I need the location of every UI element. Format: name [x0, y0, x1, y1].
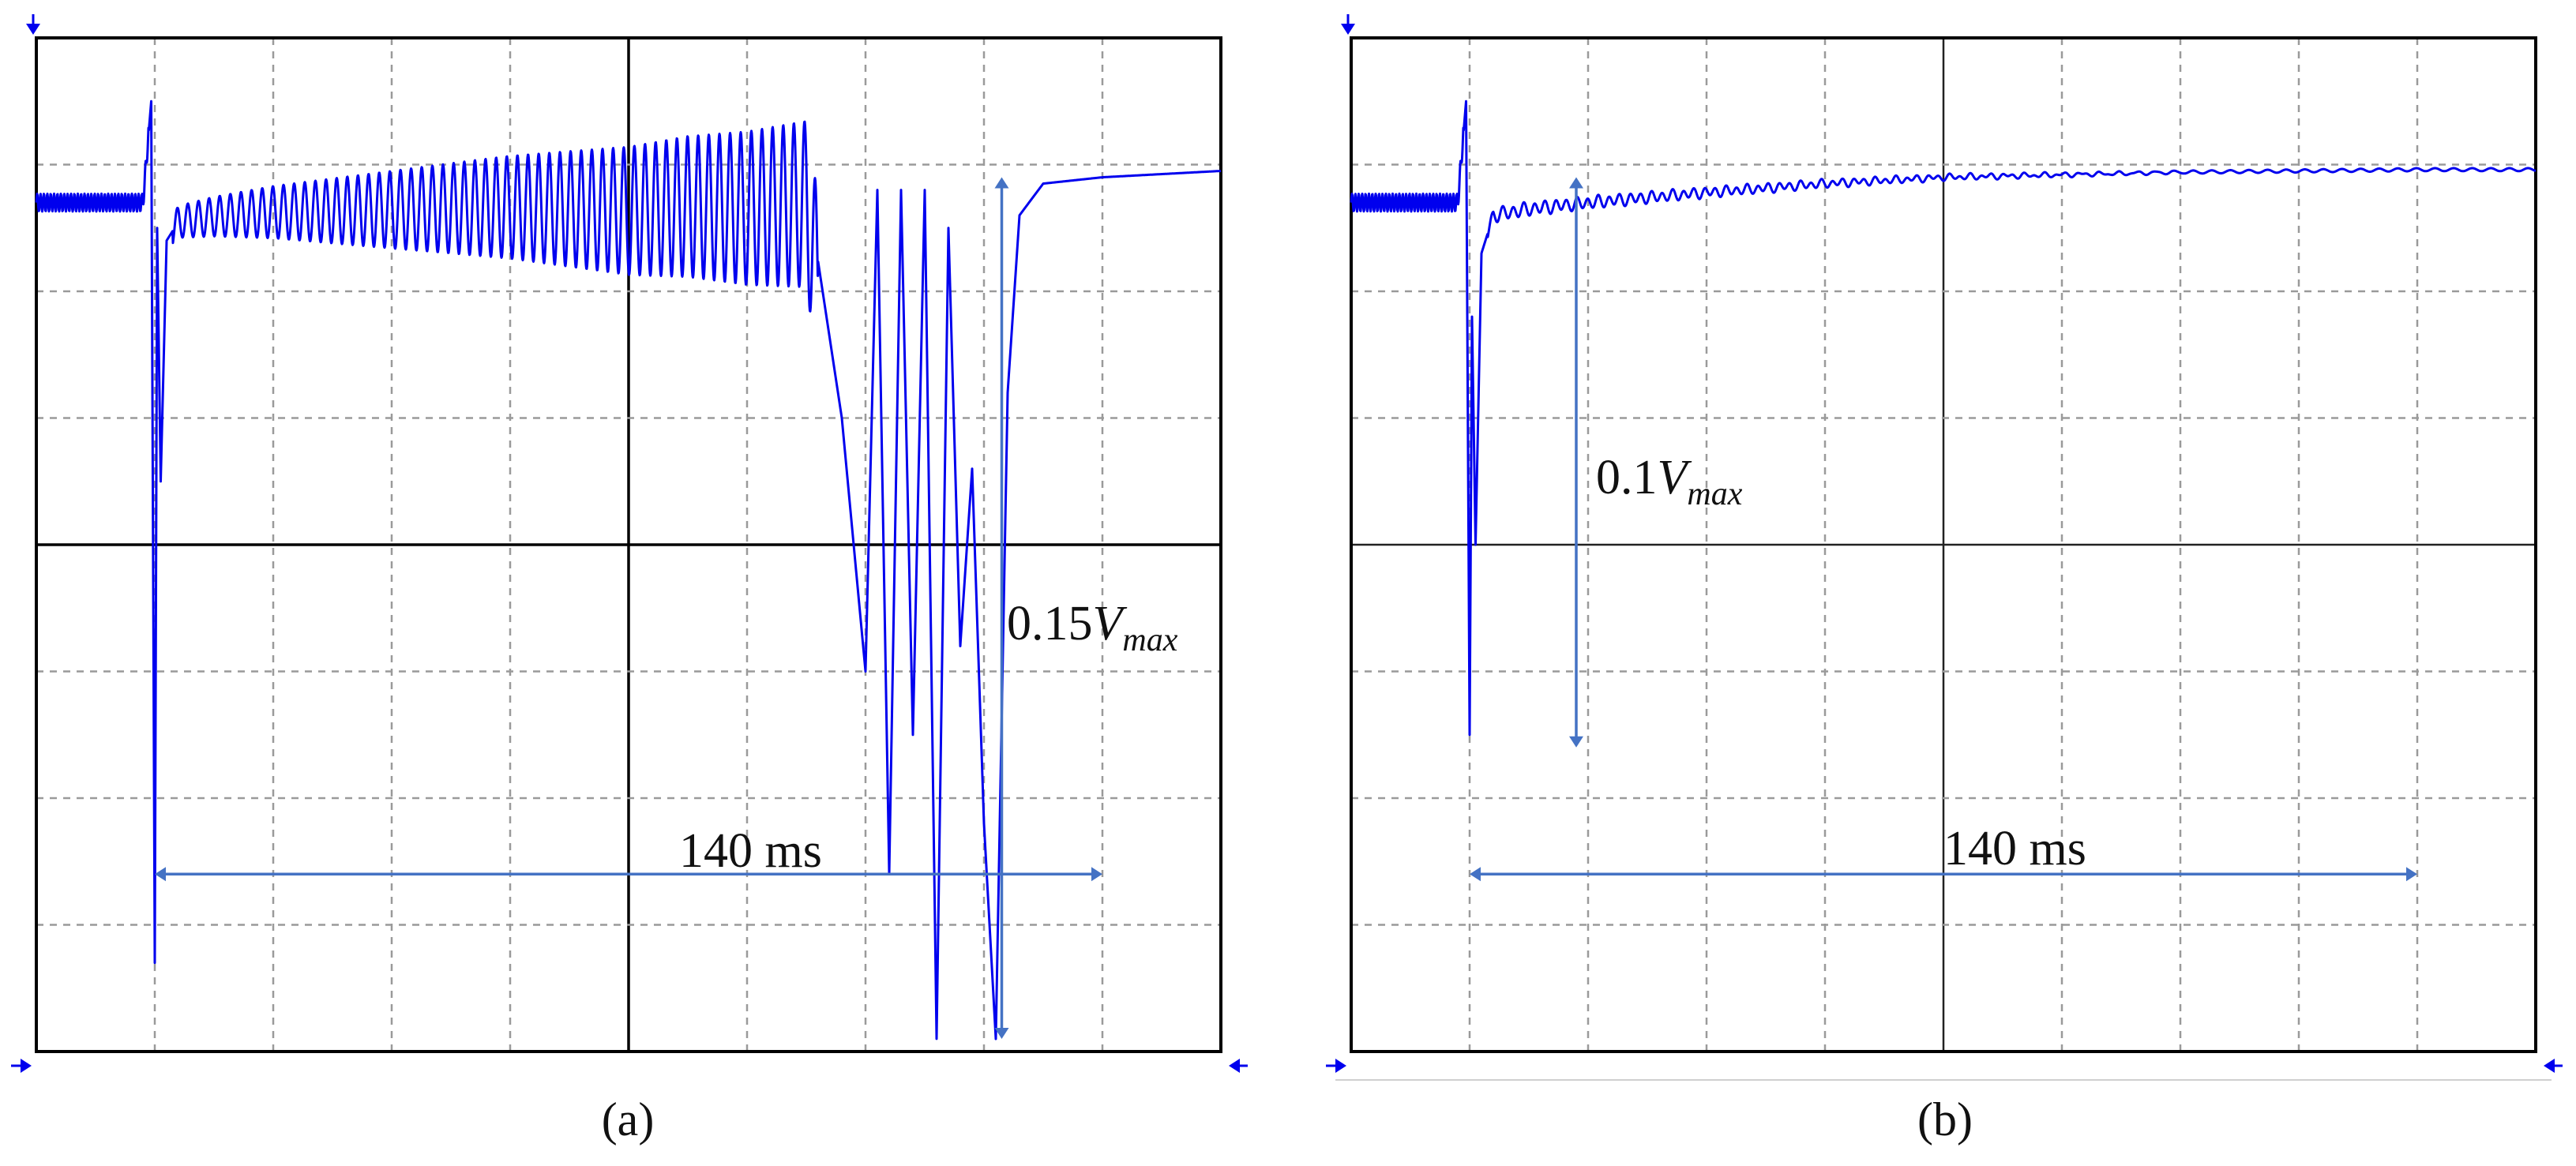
grid — [36, 38, 1221, 1052]
level-marker-icon — [2544, 1059, 2555, 1073]
amplitude-label-sub: max — [1122, 622, 1177, 658]
scope-markers — [1326, 14, 2563, 1073]
time-arrow-right-icon — [1091, 867, 1102, 882]
amplitude-dimension — [994, 177, 1009, 1039]
amplitude-label-var: V — [1658, 451, 1692, 504]
scope-panel-b: 140 ms 0.1Vmax (b) — [1288, 0, 2576, 1166]
time-arrow-left-icon — [155, 867, 166, 882]
trigger-marker-icon — [1341, 24, 1355, 35]
amplitude-label: 0.1Vmax — [1596, 451, 1743, 512]
time-dimension — [155, 867, 1102, 882]
amplitude-label-prefix: 0.15 — [1007, 597, 1093, 650]
ground-marker-icon — [1335, 1059, 1346, 1073]
time-dimension — [1470, 867, 2417, 882]
amplitude-arrow-down-icon — [994, 1027, 1009, 1039]
amplitude-label-var: V — [1093, 597, 1128, 650]
ground-marker-icon — [21, 1059, 32, 1073]
scope-markers — [11, 14, 1248, 1073]
amplitude-label-prefix: 0.1 — [1596, 451, 1658, 504]
scope-trace — [35, 99, 1222, 1040]
scope-chart-a: 140 ms 0.15Vmax — [11, 14, 1248, 1073]
time-label: 140 ms — [679, 824, 822, 878]
panel-caption-a: (a) — [601, 1093, 655, 1145]
grid — [1351, 38, 2536, 1052]
amplitude-arrow-up-icon — [994, 177, 1009, 189]
time-arrow-right-icon — [2406, 867, 2417, 882]
time-label: 140 ms — [1943, 822, 2086, 875]
panel-caption-b: (b) — [1917, 1093, 1973, 1145]
scope-panel-a: 140 ms 0.15Vmax (a) — [11, 14, 1248, 1145]
screen-frame — [1350, 36, 2537, 1053]
amplitude-label-sub: max — [1687, 476, 1742, 512]
amplitude-arrow-down-icon — [1569, 736, 1583, 748]
level-marker-icon — [1229, 1059, 1240, 1073]
scope-chart-b: 140 ms 0.1Vmax — [1326, 14, 2563, 1081]
scope-trace — [1350, 99, 2537, 737]
screen-frame — [35, 36, 1222, 1053]
time-arrow-left-icon — [1470, 867, 1481, 882]
amplitude-dimension — [1569, 177, 1583, 748]
amplitude-label: 0.15Vmax — [1007, 597, 1178, 658]
amplitude-arrow-up-icon — [1569, 177, 1583, 189]
trigger-marker-icon — [26, 24, 40, 35]
